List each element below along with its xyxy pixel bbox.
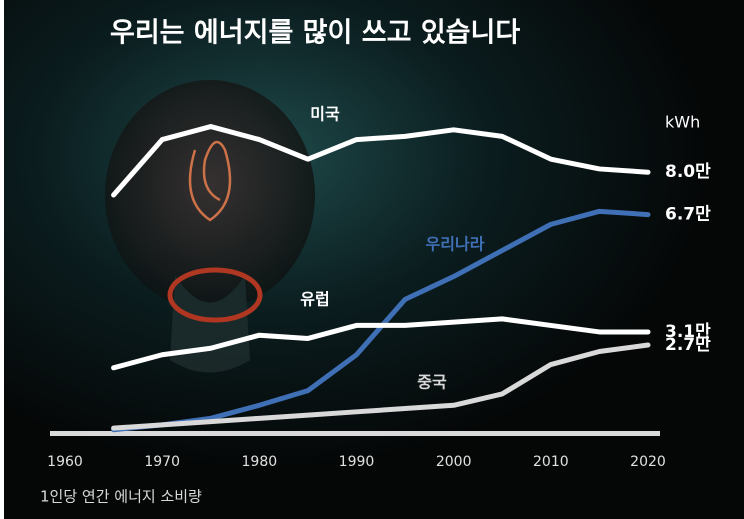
x-tick-label: 1980 (242, 454, 278, 470)
x-tick-label: 1990 (339, 454, 375, 470)
series-line (111, 342, 651, 431)
series-name: 우리나라 (426, 235, 485, 254)
x-tick-label: 1970 (144, 454, 180, 470)
end-value-label: 6.7만 (665, 205, 711, 225)
unit-label: kWh (665, 113, 700, 132)
series-name: 유럽 (300, 290, 329, 309)
chart-title: 우리는 에너지를 많이 쓰고 있습니다 (110, 18, 520, 49)
footnote: 1인당 연간 에너지 소비량 (40, 488, 202, 506)
x-axis-line (50, 431, 660, 436)
x-tick-label: 2000 (436, 454, 472, 470)
series-line (111, 124, 651, 198)
x-tick-label: 2020 (630, 454, 666, 470)
series-name: 미국 (310, 105, 340, 124)
series-name: 중국 (417, 373, 447, 392)
end-value-label: 8.0만 (665, 162, 711, 182)
background (4, 0, 744, 519)
x-tick-label: 1960 (47, 454, 83, 470)
bulb-illustration (105, 80, 315, 373)
end-value-label: 2.7만 (665, 335, 711, 355)
x-tick-label: 2010 (533, 454, 569, 470)
series-line (111, 316, 651, 371)
end-value-label: 3.1만 (665, 322, 711, 342)
